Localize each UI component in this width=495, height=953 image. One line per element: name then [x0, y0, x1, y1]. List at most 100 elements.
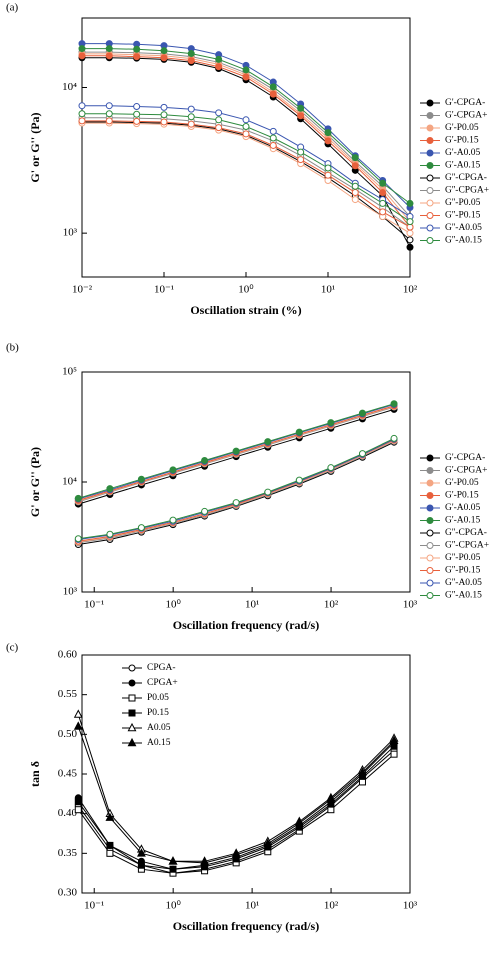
legend-marker: [426, 187, 434, 194]
data-point: [406, 199, 414, 207]
x-tick-label: 10²: [324, 900, 339, 912]
legend-label: A0.05: [147, 723, 171, 733]
data-point: [294, 818, 304, 827]
x-tick-label: 10⁻²: [72, 284, 93, 296]
data-point: [358, 450, 366, 458]
data-point: [200, 857, 210, 867]
legend-label: G'-A0.15: [445, 161, 480, 171]
legend-label: CPGA+: [147, 678, 178, 688]
legend-marker: [426, 162, 434, 169]
data-point: [351, 196, 359, 204]
data-point: [264, 488, 272, 496]
x-tick-label: 10¹: [321, 284, 335, 296]
y-tick-label: 0.30: [58, 887, 78, 899]
legend-label: G'-CPGA+: [445, 111, 487, 121]
x-axis-label: Oscillation frequency (rad/s): [173, 919, 319, 933]
legend-marker: [426, 542, 434, 549]
data-point: [242, 116, 250, 124]
data-point: [169, 466, 177, 474]
data-point: [264, 438, 272, 446]
x-tick-label: 10⁻¹: [84, 599, 104, 611]
data-point: [169, 516, 177, 524]
data-point: [169, 865, 177, 873]
data-point: [269, 90, 277, 98]
data-point: [137, 475, 145, 483]
legend-label: G'-A0.15: [445, 516, 480, 526]
legend-marker: [426, 492, 434, 499]
data-point: [351, 182, 359, 190]
data-point: [78, 45, 86, 53]
data-point: [242, 66, 250, 74]
legend-marker: [426, 592, 434, 599]
x-tick-label: 10⁻¹: [154, 284, 174, 296]
data-point: [74, 798, 82, 806]
legend-label: G'-CPGA-: [445, 98, 485, 108]
data-point: [133, 53, 141, 61]
x-tick-label: 10⁻¹: [84, 900, 104, 912]
data-point: [106, 849, 114, 857]
legend-marker: [426, 517, 434, 524]
legend-marker: [127, 737, 137, 747]
series-line: [77, 726, 395, 864]
data-point: [326, 794, 336, 803]
data-point: [78, 102, 86, 110]
data-point: [390, 742, 398, 750]
x-axis-label: Oscillation strain (%): [190, 303, 301, 317]
x-tick-label: 10⁰: [238, 284, 254, 296]
data-point: [201, 507, 209, 515]
x-tick-label: 10¹: [245, 599, 259, 611]
legend-marker: [426, 149, 434, 157]
legend-label: G''-P0.05: [445, 198, 481, 208]
x-tick-label: 10³: [403, 599, 418, 611]
legend-label: G'-CPGA+: [445, 466, 487, 476]
data-point: [390, 434, 398, 442]
data-point: [406, 243, 414, 251]
legend-marker: [426, 579, 434, 587]
data-point: [242, 73, 250, 81]
legend-label: G'-P0.05: [445, 123, 479, 133]
legend-marker: [426, 99, 434, 107]
data-point: [297, 148, 305, 156]
data-point: [133, 117, 141, 125]
data-point: [406, 218, 414, 226]
data-point: [215, 109, 223, 117]
legend-label: G''-P0.15: [445, 211, 481, 221]
y-tick-label: 0.45: [58, 768, 78, 780]
data-point: [168, 856, 178, 865]
data-point: [215, 116, 223, 124]
data-point: [160, 47, 168, 55]
data-point: [74, 806, 82, 814]
legend-label: G'-CPGA-: [445, 453, 485, 463]
data-point: [269, 127, 277, 135]
x-tick-label: 10⁰: [165, 599, 181, 611]
data-point: [105, 812, 115, 821]
legend-label: G'-A0.05: [445, 148, 480, 158]
data-point: [133, 110, 141, 118]
data-point: [297, 112, 305, 120]
panel-label: (c): [6, 642, 19, 654]
legend-marker: [426, 124, 434, 132]
data-point: [137, 861, 145, 869]
legend-label: CPGA-: [147, 663, 176, 673]
data-point: [137, 524, 145, 532]
x-tick-label: 10²: [403, 284, 418, 296]
data-point: [358, 767, 367, 776]
data-point: [133, 45, 141, 53]
legend-marker: [426, 174, 434, 182]
legend-marker: [426, 212, 434, 219]
legend-marker: [128, 679, 136, 687]
data-point: [263, 838, 273, 848]
data-point: [406, 236, 414, 244]
data-point: [324, 129, 332, 137]
data-point: [78, 110, 86, 118]
y-axis-label: G' or G'' (Pa): [28, 447, 42, 517]
data-point: [390, 400, 398, 408]
data-point: [297, 104, 305, 112]
data-point: [74, 535, 82, 543]
data-point: [327, 419, 335, 427]
data-point: [269, 83, 277, 91]
data-point: [187, 113, 195, 121]
data-point: [105, 102, 113, 110]
